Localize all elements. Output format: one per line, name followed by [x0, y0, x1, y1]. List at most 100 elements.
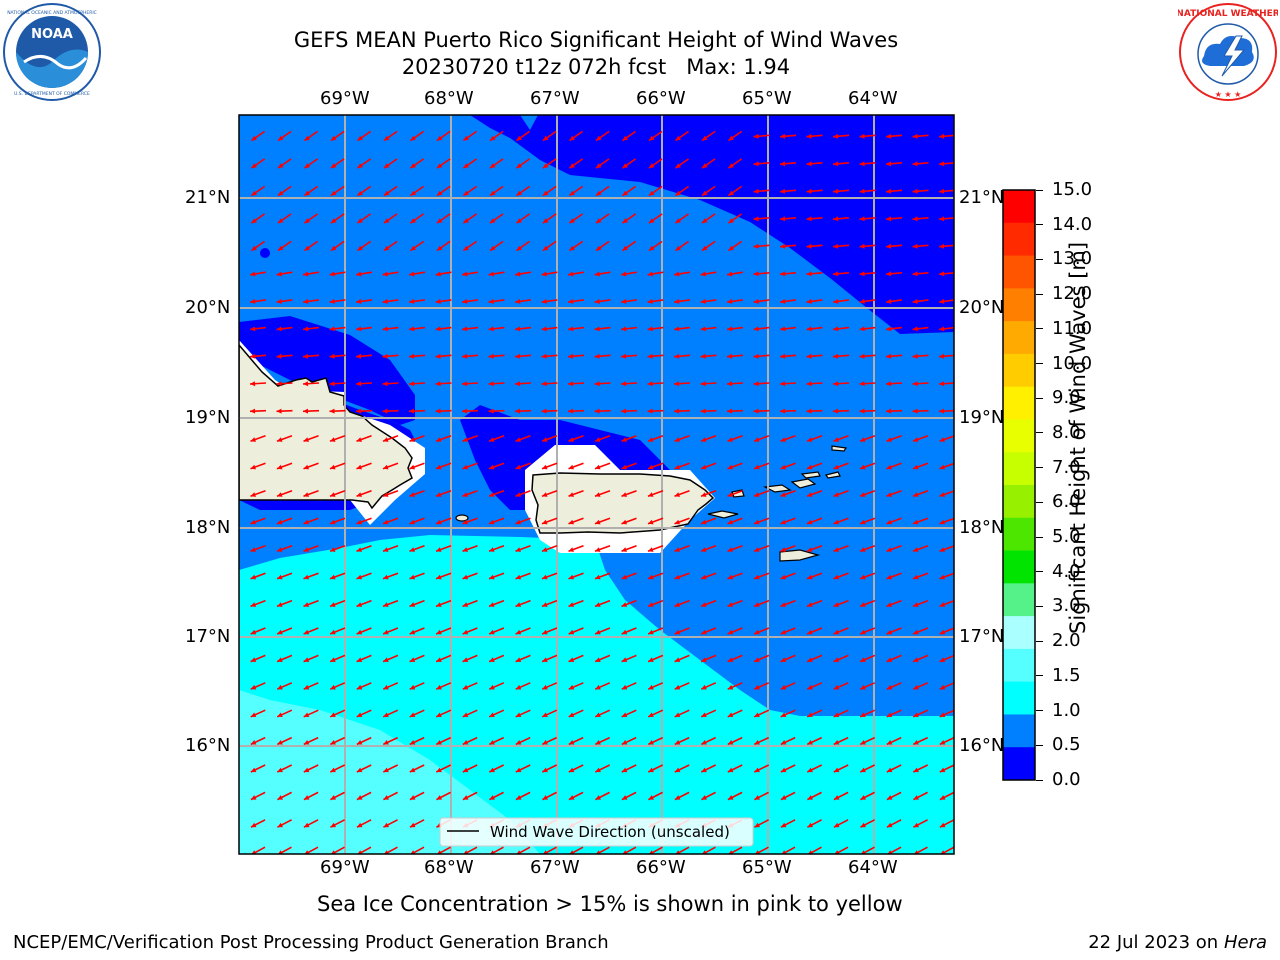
wave-direction-arrowhead: [568, 602, 575, 607]
wave-direction-arrowhead: [489, 795, 495, 800]
wave-direction-arrowhead: [462, 602, 469, 607]
wave-direction-arrowhead: [382, 353, 388, 359]
wave-direction-arrowhead: [436, 574, 442, 580]
wave-direction-arrowhead: [939, 353, 945, 359]
wave-direction-arrowhead: [594, 298, 600, 304]
wave-direction-arrowhead: [807, 574, 813, 580]
colorbar-tick-mark: [1036, 571, 1043, 573]
colorbar-tick-label: 1.0: [1052, 699, 1081, 721]
wave-direction-arrowhead: [276, 298, 282, 304]
wave-direction-arrowhead: [542, 767, 548, 773]
wave-direction-arrowhead: [886, 353, 892, 359]
wave-direction-arrowhead: [251, 218, 257, 224]
wave-direction-arrowhead: [516, 163, 522, 169]
wave-direction-arrowhead: [860, 464, 866, 470]
wave-direction-arrowhead: [860, 795, 866, 800]
colorbar-tick-mark: [1036, 467, 1043, 469]
wave-direction-arrowhead: [356, 519, 362, 525]
wave-direction-arrowhead: [753, 188, 759, 194]
lat-label-left: 19°N: [185, 407, 231, 428]
wave-direction-arrowhead: [833, 519, 839, 525]
wave-direction-arrowhead: [250, 629, 257, 635]
wave-direction-arrowhead: [701, 437, 707, 442]
wave-direction-arrowhead: [410, 218, 416, 224]
wave-direction-arrowhead: [516, 245, 522, 251]
wave-direction-arrowhead: [701, 574, 707, 580]
wave-direction-arrowhead: [647, 271, 653, 277]
wave-direction-arrowhead: [277, 492, 283, 497]
wave-direction-arrowhead: [648, 795, 654, 800]
wave-direction-arrowhead: [435, 381, 441, 387]
wave-direction-arrowhead: [806, 161, 812, 167]
wave-direction-arrowhead: [251, 190, 257, 196]
wave-direction-arrowhead: [647, 381, 653, 387]
wave-direction-arrowhead: [939, 492, 945, 497]
wave-direction-arrowhead: [277, 163, 284, 169]
wave-direction-arrowhead: [541, 381, 547, 387]
wave-direction-arrowhead: [621, 712, 628, 717]
wave-direction-arrowhead: [462, 657, 469, 662]
wave-direction-arrowhead: [781, 850, 787, 854]
wave-direction-arrowhead: [250, 822, 257, 828]
wave-direction-arrowhead: [674, 547, 680, 552]
wave-direction-arrowhead: [409, 298, 415, 304]
wave-direction-arrowhead: [728, 245, 734, 251]
wave-direction-arrowhead: [860, 684, 866, 690]
wave-direction-arrowhead: [780, 492, 786, 497]
wave-direction-arrowhead: [860, 574, 866, 580]
wave-direction-arrowhead: [648, 574, 654, 580]
wave-direction-arrowhead: [330, 135, 337, 141]
wave-direction-arrowhead: [939, 437, 945, 442]
colorbar-band: [1003, 353, 1035, 388]
wave-direction-arrowhead: [462, 464, 468, 470]
wave-direction-arrowhead: [780, 243, 786, 249]
colorbar-band: [1003, 386, 1035, 420]
wave-direction-arrowhead: [780, 547, 786, 552]
wave-direction-arrowhead: [515, 602, 522, 607]
wave-direction-arrowhead: [436, 245, 443, 251]
wave-direction-arrowhead: [304, 190, 310, 196]
wave-direction-arrowhead: [515, 629, 522, 635]
footer-machine: Hera: [1223, 932, 1267, 953]
wave-direction-arrowhead: [303, 547, 309, 552]
wave-direction-arrowhead: [568, 767, 575, 773]
wave-direction-arrowhead: [939, 326, 945, 332]
wave-direction-arrowhead: [674, 326, 680, 332]
wave-direction-arrowhead: [463, 163, 469, 169]
wave-direction-arrowhead: [436, 767, 442, 773]
wave-direction-arrowhead: [303, 437, 309, 442]
colorbar-tick-label: 15.0: [1052, 179, 1093, 200]
wave-direction-arrowhead: [754, 602, 760, 607]
wave-direction-arrowhead: [277, 684, 283, 690]
wave-direction-arrowhead: [780, 298, 786, 304]
wave-direction-arrowhead: [277, 135, 284, 141]
svg-text:NATIONAL WEATHER: NATIONAL WEATHER: [1178, 9, 1278, 19]
wave-direction-arrowhead: [409, 464, 415, 470]
wave-direction-arrowhead: [250, 326, 256, 332]
wave-direction-arrowhead: [277, 767, 283, 773]
wave-direction-arrowhead: [674, 519, 680, 525]
wave-direction-arrowhead: [330, 574, 336, 580]
colorbar-band: [1003, 255, 1035, 289]
wave-direction-arrowhead: [409, 353, 415, 359]
wave-direction-arrowhead: [304, 163, 310, 169]
colorbar-tick-label: 5.0: [1052, 526, 1081, 548]
wave-direction-arrowhead: [674, 712, 681, 717]
wave-direction-arrowhead: [912, 271, 918, 277]
wave-direction-arrowhead: [860, 492, 866, 497]
map-fill: [239, 115, 954, 854]
wave-direction-arrowhead: [780, 767, 787, 773]
colorbar-band: [1003, 419, 1035, 453]
wave-direction-arrowhead: [674, 629, 681, 635]
legend-label: Wind Wave Direction (unscaled): [490, 823, 730, 841]
wave-direction-arrowhead: [277, 602, 283, 607]
wave-direction-arrowhead: [833, 602, 840, 607]
wave-direction-arrowhead: [542, 574, 548, 580]
wave-direction-arrowhead: [409, 712, 416, 717]
wave-direction-arrowhead: [939, 795, 946, 800]
wave-direction-arrowhead: [780, 795, 787, 800]
wave-direction-arrowhead: [728, 218, 734, 224]
wave-direction-arrowhead: [251, 850, 257, 854]
colorbar-band: [1003, 616, 1035, 650]
wave-direction-arrowhead: [727, 629, 734, 635]
